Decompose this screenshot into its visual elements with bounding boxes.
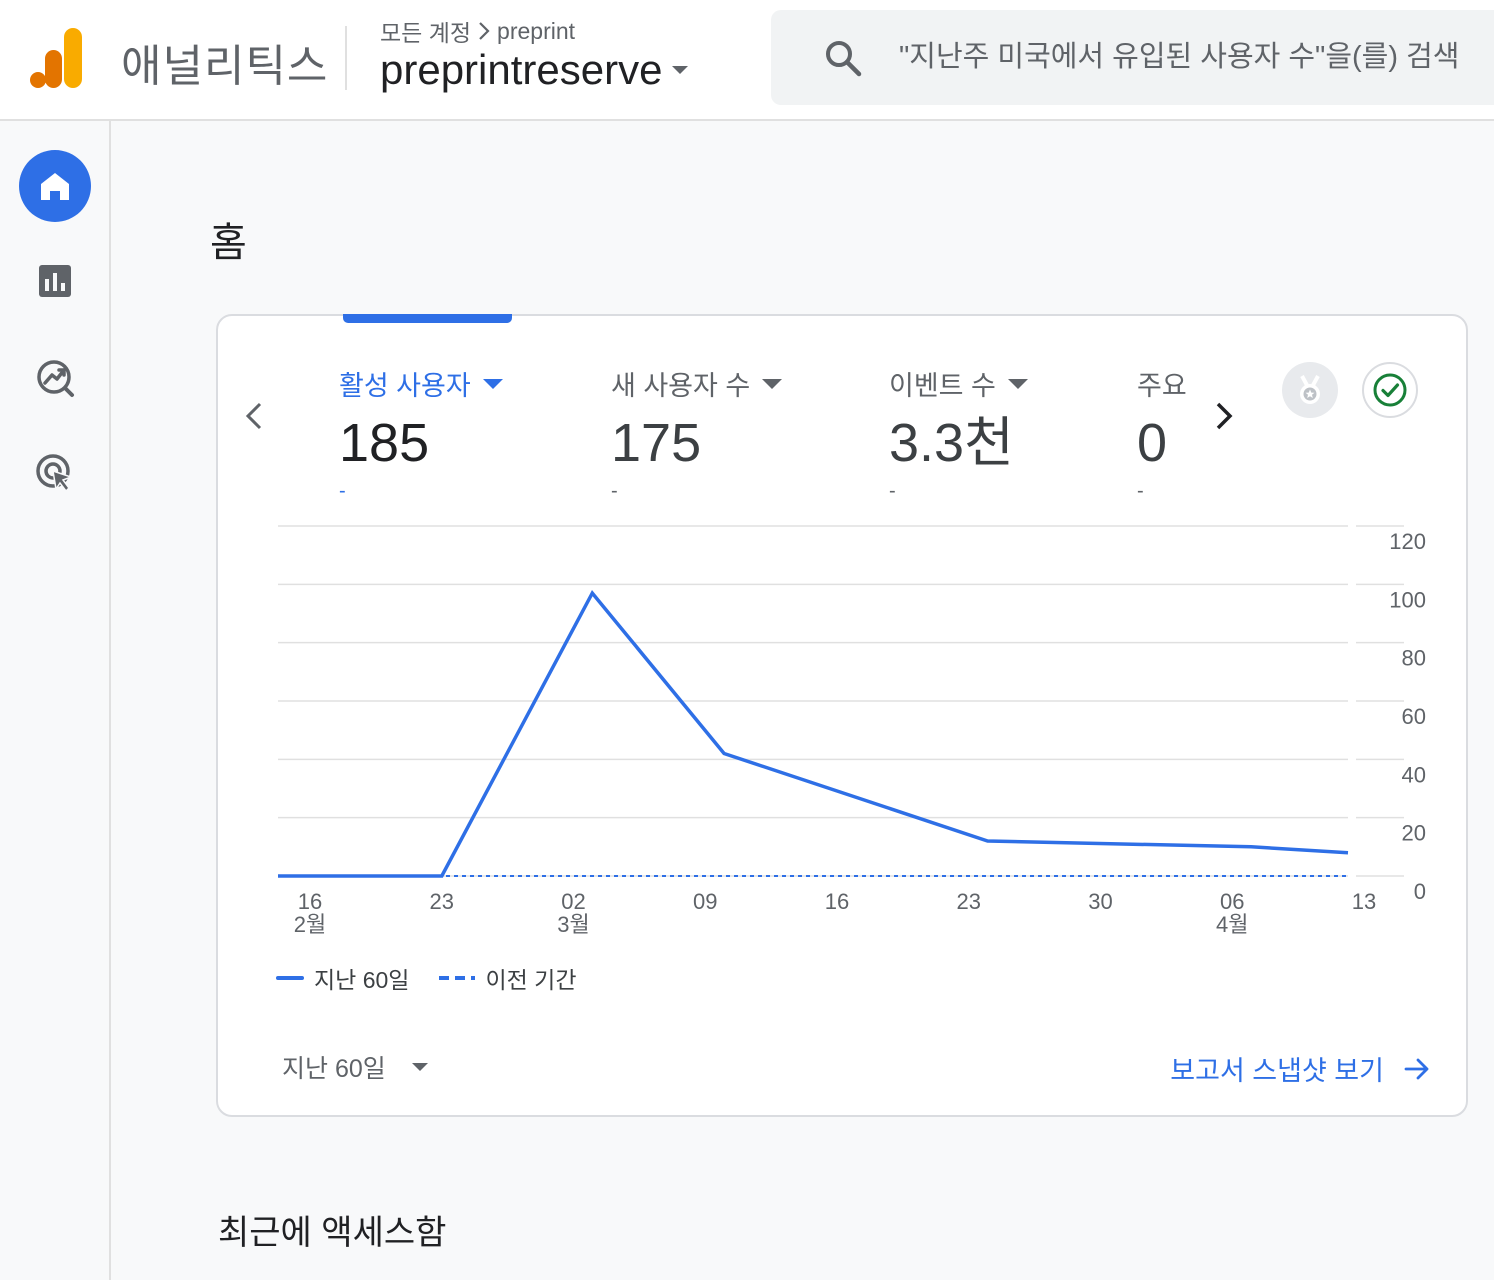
x-tick-month: 3월 (557, 912, 589, 937)
view-report-label: 보고서 스냅샷 보기 (1170, 1056, 1384, 1086)
nav-reports[interactable] (19, 245, 91, 317)
y-tick-label: 20 (1402, 821, 1426, 846)
caret-down-icon (762, 378, 783, 389)
metric-change: - (339, 479, 346, 502)
x-tick-label: 16 (825, 889, 849, 914)
caret-down-icon (482, 378, 503, 389)
y-tick-label: 100 (1389, 587, 1426, 612)
overview-card: 활성 사용자 185 - 새 사용자 수 175 - 이벤트 수 3.3천 - … (216, 314, 1468, 1117)
side-nav (0, 121, 111, 1280)
x-tick-label: 23 (957, 889, 981, 914)
legend-dashed-swatch (439, 976, 476, 980)
metric-event-count[interactable]: 이벤트 수 3.3천 - (889, 364, 1028, 503)
reports-icon (39, 265, 71, 297)
search-input[interactable] (899, 10, 1494, 105)
breadcrumb[interactable]: 모든 계정 preprint (380, 14, 575, 48)
header-divider (345, 26, 347, 90)
explore-icon (37, 360, 74, 397)
advertising-icon (36, 454, 74, 493)
nav-explore[interactable] (19, 341, 91, 413)
x-tick-label: 13 (1352, 889, 1376, 914)
caret-down-icon (1007, 378, 1028, 389)
x-tick-label: 16 (298, 889, 322, 914)
recent-section-title: 최근에 액세스함 (218, 1214, 447, 1252)
date-range-select[interactable]: 지난 60일 (282, 1049, 428, 1085)
x-tick-label: 30 (1088, 889, 1112, 914)
legend-current: 지난 60일 (314, 967, 410, 993)
top-bar: 애널리틱스 모든 계정 preprint preprintreserve (0, 0, 1494, 121)
caret-down-icon (411, 1063, 428, 1071)
breadcrumb-child[interactable]: preprint (497, 17, 576, 44)
chart-legend: 지난 60일 이전 기간 (276, 961, 577, 995)
legend-solid-swatch (276, 976, 304, 980)
date-range-label: 지난 60일 (282, 1055, 386, 1083)
metric-change: - (889, 479, 896, 502)
home-icon (41, 173, 69, 200)
metric-label: 이벤트 수 (889, 371, 996, 401)
account-name[interactable]: preprintreserve (380, 46, 663, 93)
x-tick-label: 06 (1220, 889, 1244, 914)
chevron-right-icon (479, 22, 490, 40)
chevron-right-icon[interactable] (1208, 396, 1240, 436)
metric-active-users[interactable]: 활성 사용자 185 - (339, 364, 503, 503)
view-report-link[interactable]: 보고서 스냅샷 보기 (1170, 1049, 1430, 1088)
metric-value: 3.3천 (889, 413, 1014, 473)
metric-new-users[interactable]: 새 사용자 수 175 - (611, 364, 783, 503)
metric-value: 0 (1137, 413, 1168, 473)
analytics-logo[interactable] (30, 28, 82, 88)
metric-label: 주요 (1137, 371, 1187, 401)
medal-icon[interactable] (1282, 362, 1338, 418)
nav-home[interactable] (19, 150, 91, 222)
metric-label: 활성 사용자 (339, 371, 471, 401)
account-selector[interactable]: preprintreserve (380, 46, 689, 94)
arrow-right-icon (1404, 1058, 1429, 1079)
breadcrumb-root[interactable]: 모든 계정 (380, 20, 472, 46)
x-tick-label: 02 (561, 889, 585, 914)
search-icon[interactable] (823, 38, 863, 78)
metric-change: - (611, 479, 618, 502)
x-tick-month: 4월 (1216, 912, 1248, 937)
y-tick-label: 80 (1402, 646, 1426, 671)
nav-advertising[interactable] (19, 437, 91, 509)
search-bar[interactable] (771, 10, 1494, 105)
check-circle-icon[interactable] (1362, 362, 1418, 418)
y-tick-label: 40 (1402, 762, 1426, 787)
chevron-left-icon[interactable] (238, 396, 270, 436)
y-tick-label: 0 (1414, 879, 1426, 904)
caret-down-icon (672, 66, 689, 74)
x-tick-label: 23 (430, 889, 454, 914)
metric-label: 새 사용자 수 (611, 371, 751, 401)
active-tab-indicator (343, 314, 512, 323)
metric-value: 175 (611, 413, 702, 473)
metric-value: 185 (339, 413, 430, 473)
metric-key-events[interactable]: 주요 0 - (1137, 364, 1187, 503)
y-tick-label: 120 (1389, 529, 1426, 554)
y-tick-label: 60 (1402, 704, 1426, 729)
metric-change: - (1137, 479, 1144, 502)
page-title: 홈 (210, 221, 247, 265)
legend-previous: 이전 기간 (485, 967, 577, 993)
app-name: 애널리틱스 (121, 42, 329, 91)
x-tick-label: 09 (693, 889, 717, 914)
x-tick-month: 2월 (294, 912, 326, 937)
series-current-line (278, 589, 1349, 878)
